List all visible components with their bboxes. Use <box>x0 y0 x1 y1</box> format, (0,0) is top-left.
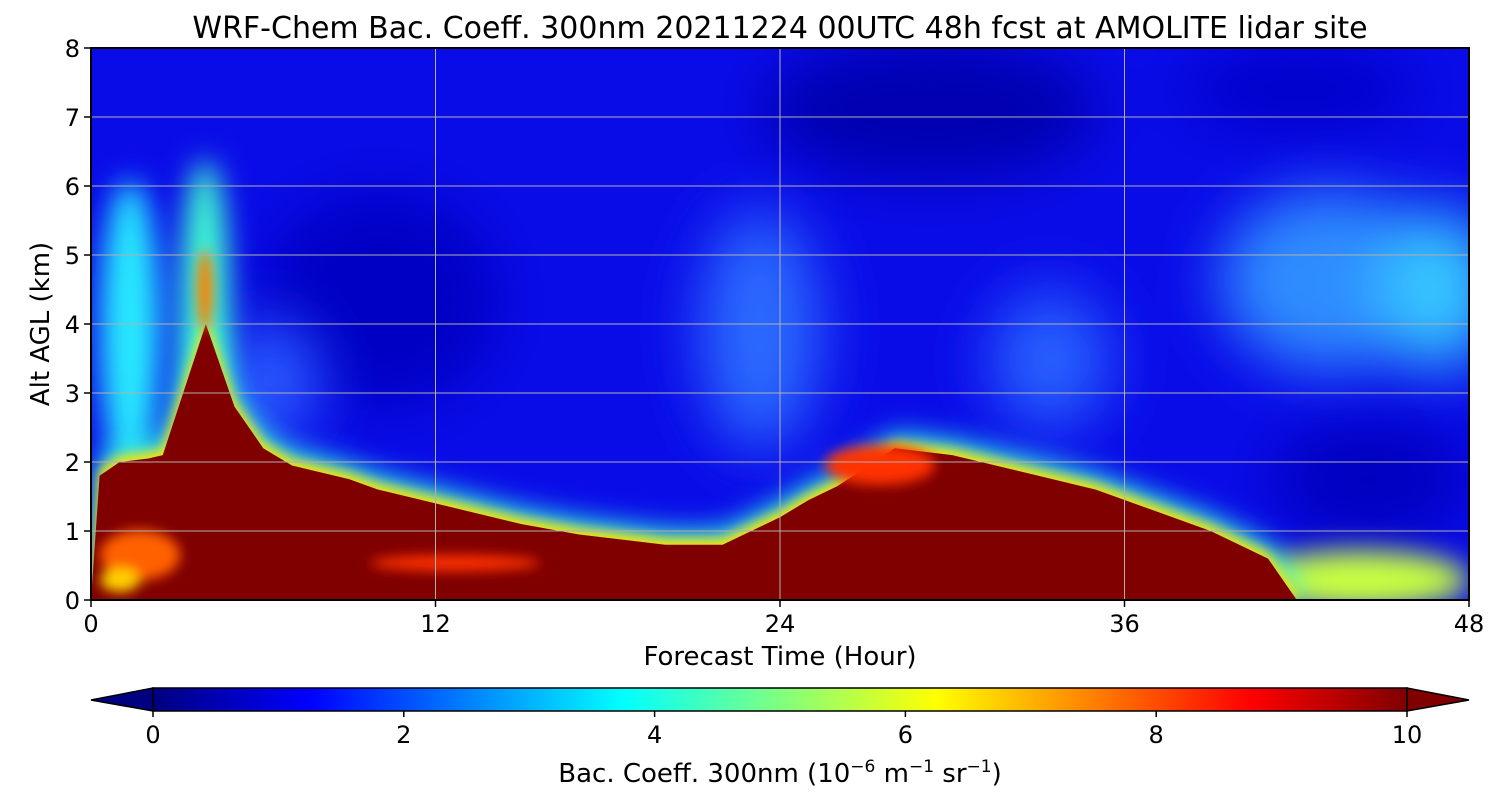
colorbar-tick-label: 8 <box>1149 721 1164 749</box>
plume-hour-1-yellow <box>100 568 140 592</box>
x-axis-label: Forecast Time (Hour) <box>643 642 916 672</box>
dark-patch-top-right <box>1180 50 1420 130</box>
colorbar-tick-label: 10 <box>1392 721 1423 749</box>
surface-hour-45-yellow <box>1250 550 1469 600</box>
x-tick-label: 24 <box>765 610 796 638</box>
band-hour-15-red <box>370 555 540 571</box>
grid-lines <box>91 48 1469 600</box>
colorbar-label-exp3: −1 <box>967 757 992 777</box>
colorbar-label-exp1: −6 <box>850 757 875 777</box>
light-patch-hour-44 <box>1220 190 1440 370</box>
y-tick-label: 3 <box>65 380 80 408</box>
colorbar-extend-high <box>1406 687 1470 712</box>
colorbar-label-exp2: −1 <box>909 757 934 777</box>
chart-title: WRF-Chem Bac. Coeff. 300nm 20211224 00UT… <box>192 11 1367 46</box>
y-axis-label: Alt AGL (km) <box>26 242 56 406</box>
dark-patch-lower-right <box>1270 420 1469 540</box>
dark-patch-upper-middle <box>760 48 1100 180</box>
heatmap-field <box>91 48 1469 600</box>
colorbar-label-mid2: sr <box>934 759 967 789</box>
y-tick-label: 4 <box>65 311 80 339</box>
light-patch-hour-22 <box>700 210 820 450</box>
y-tick-label: 0 <box>65 587 80 615</box>
colorbar-label: Bac. Coeff. 300nm (10−6 m−1 sr−1) <box>558 757 1001 789</box>
x-tick-label: 36 <box>1109 610 1140 638</box>
colorbar-gradient <box>152 687 1408 712</box>
colorbar-tick-label: 4 <box>647 721 662 749</box>
plume-hour-4-orange <box>197 250 213 330</box>
colorbar-label-mid: m <box>875 759 909 789</box>
plume-hour-1-red <box>100 530 180 580</box>
light-patch-hour-34 <box>990 290 1110 430</box>
x-axis: 0 12 24 36 48 <box>83 600 1484 638</box>
y-tick-label: 2 <box>65 449 80 477</box>
x-tick-label: 48 <box>1454 610 1485 638</box>
colorbar-label-end: ) <box>992 759 1002 789</box>
heatmap-dark-patches <box>260 48 1469 540</box>
y-tick-label: 1 <box>65 518 80 546</box>
y-axis: 0 1 2 3 4 5 6 7 8 <box>65 35 91 615</box>
band-hour-27-red <box>825 445 935 485</box>
y-tick-label: 6 <box>65 173 80 201</box>
colorbar: 0 2 4 6 8 10 Bac. Coeff. 300nm (10−6 m−1 sr−1… <box>90 687 1470 789</box>
colorbar-label-main: Bac. Coeff. 300nm (10 <box>558 759 850 789</box>
x-tick-label: 0 <box>83 610 98 638</box>
colorbar-extend-low <box>90 687 154 712</box>
colorbar-ticks: 0 2 4 6 8 10 <box>145 711 1422 749</box>
y-tick-label: 5 <box>65 242 80 270</box>
colorbar-tick-label: 2 <box>396 721 411 749</box>
heatmap-inner-features <box>100 250 935 592</box>
colorbar-tick-label: 6 <box>898 721 913 749</box>
plume-hour-1-5-cyan <box>100 180 160 480</box>
y-tick-label: 8 <box>65 35 80 63</box>
light-patch-hour-47 <box>1380 210 1469 370</box>
colorbar-tick-label: 0 <box>145 721 160 749</box>
dark-patch-upper-left <box>260 190 500 410</box>
y-tick-label: 7 <box>65 104 80 132</box>
x-tick-label: 12 <box>420 610 451 638</box>
